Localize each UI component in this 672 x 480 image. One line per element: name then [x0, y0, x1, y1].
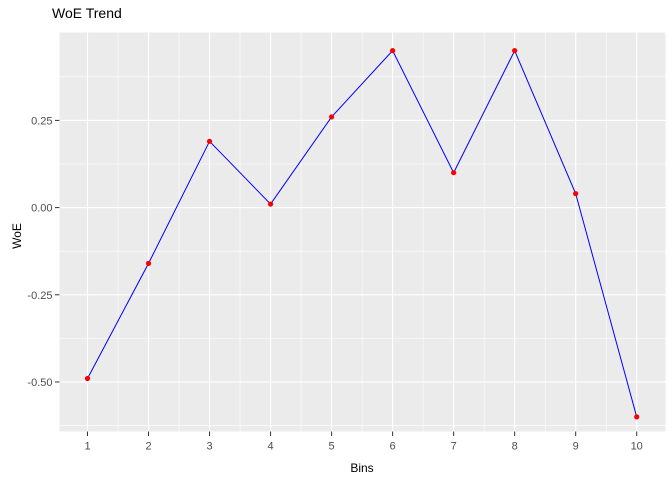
x-tick-label: 6 [390, 441, 396, 453]
data-point [206, 138, 213, 144]
data-point [573, 191, 579, 197]
x-tick-label: 5 [329, 441, 335, 453]
y-axis-title: WoE [10, 223, 24, 249]
data-point [145, 260, 152, 266]
y-tick-label: -0.25 [27, 290, 52, 302]
data-point [84, 375, 91, 382]
series-line [87, 49, 638, 417]
data-point [390, 48, 396, 54]
y-tick-label: 0.25 [31, 115, 52, 127]
x-tick-label: 8 [512, 441, 518, 453]
x-tick-label: 7 [451, 441, 457, 453]
x-tick-label: 4 [268, 441, 274, 453]
data-point [451, 170, 457, 176]
data-point [267, 201, 274, 207]
panel-background [59, 32, 666, 432]
x-tick-label: 10 [631, 441, 643, 453]
y-tick-label: -0.50 [27, 377, 52, 389]
x-axis-title: Bins [350, 461, 374, 475]
x-tick-label: 2 [145, 441, 151, 453]
x-tick-label: 9 [573, 441, 579, 453]
data-point [634, 414, 640, 420]
chart-title: WoE Trend [52, 5, 122, 21]
data-point [512, 48, 518, 54]
x-tick-label: 1 [84, 441, 90, 453]
x-tick-label: 3 [206, 441, 212, 453]
y-tick-label: 0.00 [31, 203, 52, 215]
data-point [328, 114, 335, 120]
